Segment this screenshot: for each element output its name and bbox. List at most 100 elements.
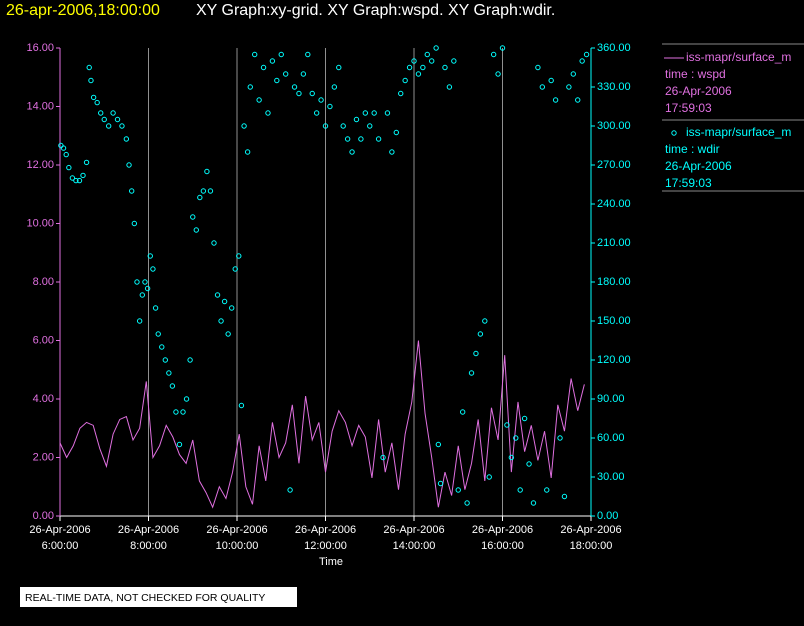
wdir-point — [561, 493, 568, 500]
y-tick-label: 6.00 — [33, 334, 54, 346]
wdir-point — [468, 370, 475, 376]
wdir-point — [94, 99, 100, 106]
wspd-line — [59, 340, 585, 509]
wdir-point — [221, 298, 228, 305]
wdir-point — [269, 58, 276, 64]
wdir-point — [367, 123, 373, 129]
wdir-point — [114, 116, 121, 123]
wdir-point — [398, 90, 404, 97]
wdir-point — [63, 151, 69, 158]
wdir-point — [313, 110, 320, 116]
wdir-point — [411, 58, 417, 64]
wdir-point — [260, 64, 267, 71]
wdir-point — [123, 136, 130, 142]
wdir-point — [435, 441, 442, 448]
wdir-point — [557, 435, 563, 441]
wdir-point — [336, 64, 342, 71]
y2-tick-label: 30.00 — [597, 471, 625, 483]
wdir-point — [58, 142, 64, 149]
wdir-point — [424, 51, 430, 58]
wdir-point — [256, 97, 262, 103]
legend-label: time : wspd — [665, 67, 726, 81]
wdir-point — [236, 253, 242, 259]
wdir-point — [327, 103, 333, 110]
wdir-point — [98, 110, 104, 116]
wdir-point — [136, 318, 143, 324]
wdir-point — [232, 266, 238, 272]
y2-tick-label: 60.00 — [597, 432, 625, 444]
wdir-point — [380, 454, 386, 461]
wdir-point — [126, 162, 132, 168]
wdir-point — [265, 110, 271, 116]
wdir-point — [482, 318, 488, 324]
note: REAL-TIME DATA, NOT CHECKED FOR QUALITY — [25, 592, 265, 604]
wdir-point — [66, 164, 72, 171]
wdir-point — [119, 123, 125, 129]
wdir-point — [197, 194, 203, 201]
wdir-point — [521, 415, 528, 422]
x-tick-label: 14:00:00 — [393, 540, 436, 552]
x-tick-label: 26-Apr-2006 — [29, 524, 90, 536]
wdir-point — [535, 64, 541, 71]
y2-tick-label: 360.00 — [597, 42, 631, 54]
wdir-point — [575, 97, 581, 103]
y2-tick-label: 150.00 — [597, 315, 631, 327]
y-tick-label: 16.00 — [26, 42, 54, 54]
wdir-point — [88, 77, 94, 84]
wdir-point — [105, 123, 112, 129]
wdir-point — [477, 331, 484, 337]
wdir-point — [144, 285, 151, 292]
title-time: 26-apr-2006,18:00:00 — [6, 2, 160, 19]
wdir-point — [128, 188, 135, 194]
wdir-point — [200, 188, 207, 194]
wdir-point — [504, 422, 510, 428]
wdir-point — [349, 149, 355, 155]
y-tick-label: 0.00 — [33, 510, 54, 522]
wdir-point — [86, 64, 92, 71]
wdir-point — [389, 149, 395, 155]
wdir-point — [80, 172, 86, 179]
wdir-point — [278, 51, 284, 58]
wdir-point — [495, 71, 501, 77]
y-tick-label: 10.00 — [26, 217, 54, 229]
wdir-point — [204, 168, 210, 175]
wdir-point — [211, 240, 217, 246]
wdir-point — [305, 51, 311, 58]
wdir-point — [291, 84, 298, 90]
wdir-point — [218, 318, 224, 324]
wdir-point — [371, 110, 377, 116]
y2-tick-label: 300.00 — [597, 120, 631, 132]
y2-tick-label: 210.00 — [597, 237, 631, 249]
wdir-point — [473, 350, 479, 357]
wdir-point — [415, 71, 422, 77]
x-tick-label: 10:00:00 — [216, 540, 259, 552]
wdir-point — [69, 175, 76, 181]
wdir-point — [579, 58, 585, 64]
y2-tick-label: 120.00 — [597, 354, 631, 366]
wdir-point — [446, 84, 453, 90]
wdir-point — [241, 123, 247, 129]
legend-label: iss-mapr/surface_m — [686, 50, 791, 64]
wdir-point — [508, 454, 515, 461]
legend-label: iss-mapr/surface_m — [686, 125, 791, 139]
wdir-point — [282, 71, 289, 77]
wdir-point — [362, 110, 369, 116]
wdir-point — [296, 90, 302, 97]
wdir-point — [90, 94, 97, 101]
wdir-point — [150, 266, 156, 272]
y2-tick-label: 270.00 — [597, 159, 631, 171]
wdir-point — [464, 500, 470, 506]
note-box — [20, 587, 297, 607]
wdir-point — [530, 500, 537, 506]
y-tick-label: 8.00 — [33, 276, 54, 288]
wdir-point — [526, 461, 532, 467]
wdir-point — [517, 487, 523, 493]
wdir-point — [73, 177, 79, 184]
wdir-point — [134, 279, 140, 285]
wdir-point — [152, 305, 159, 311]
wdir-point — [287, 487, 293, 493]
wdir-point — [358, 136, 364, 142]
wdir-point — [83, 159, 90, 166]
